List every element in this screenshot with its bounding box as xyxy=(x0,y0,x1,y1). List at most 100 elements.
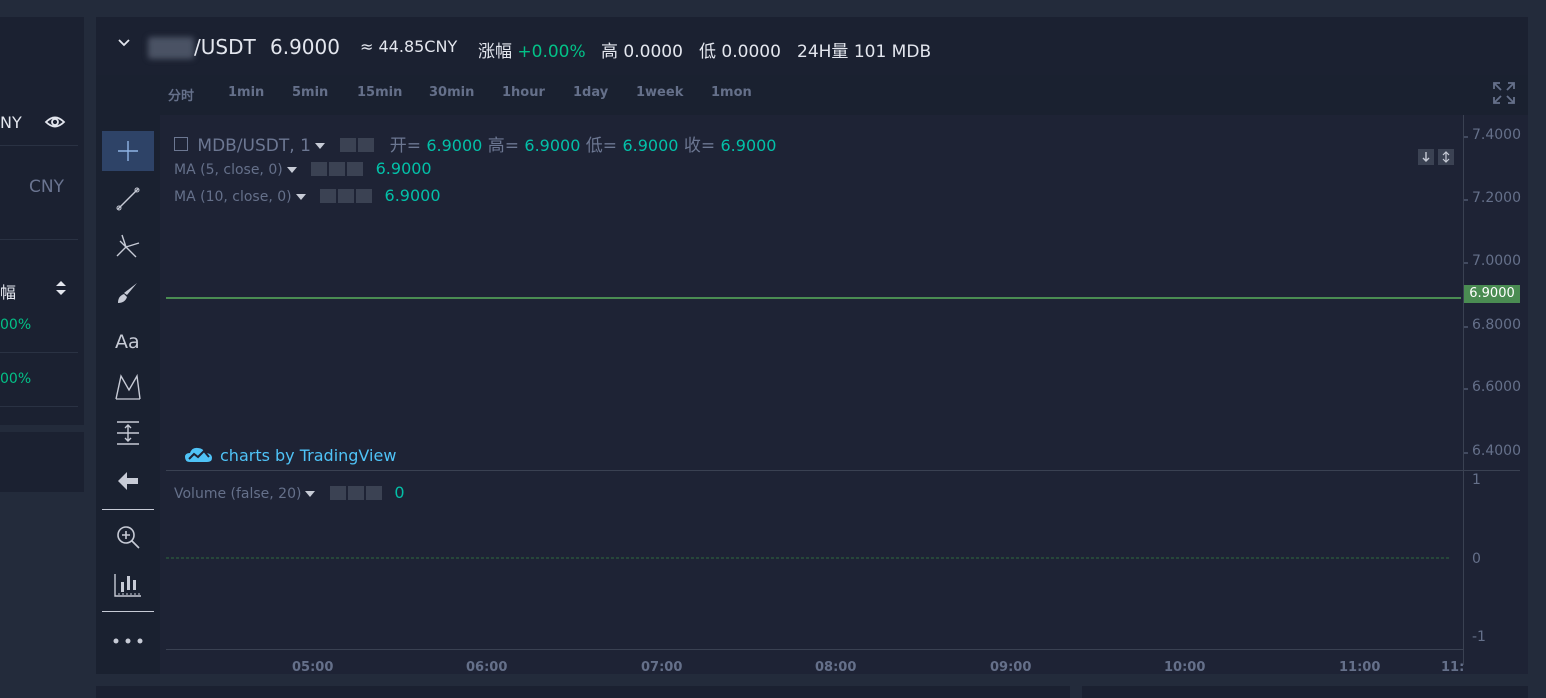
more-icon xyxy=(113,638,143,644)
price-axis-label[interactable]: 7.0000 xyxy=(1472,253,1521,269)
crosshair-tool[interactable] xyxy=(102,131,154,171)
divider xyxy=(0,406,78,407)
volume-value: 101 MDB xyxy=(853,42,932,62)
pitchfork-icon xyxy=(116,234,140,258)
volume-label: Volume (false, 20) xyxy=(174,486,302,502)
volume-axis-label[interactable]: 1 xyxy=(1472,472,1481,488)
visibility-icon[interactable] xyxy=(320,189,337,203)
timeframe-tab[interactable]: 1mon xyxy=(711,85,752,100)
time-axis-label[interactable]: 10:00 xyxy=(1164,660,1206,675)
eye-icon[interactable] xyxy=(44,113,66,131)
sort-label[interactable]: 幅 xyxy=(0,283,17,302)
close-value: 6.9000 xyxy=(720,136,777,155)
timeframe-toolbar: 分时 1min 5min 15min 30min 1hour 1day 1wee… xyxy=(96,75,1528,115)
settings-icon[interactable] xyxy=(358,138,375,152)
caret-down-icon[interactable] xyxy=(305,491,316,497)
tradingview-branding[interactable]: charts by TradingView xyxy=(184,445,396,465)
more-tools-button[interactable] xyxy=(102,621,154,661)
time-axis-label[interactable]: 08:00 xyxy=(815,660,857,675)
pitchfork-tool[interactable] xyxy=(102,225,154,265)
ma5-label: MA (5, close, 0) xyxy=(174,162,283,178)
brush-tool[interactable] xyxy=(102,273,154,313)
arrow-left-icon xyxy=(118,472,138,490)
price-axis-label[interactable]: 6.6000 xyxy=(1472,379,1521,395)
close-label: 收= xyxy=(683,136,716,156)
price-axis-label[interactable]: 7.2000 xyxy=(1472,190,1521,206)
pattern-tool[interactable] xyxy=(102,367,154,407)
timeframe-tab[interactable]: 30min xyxy=(429,85,475,100)
chevron-down-icon[interactable] xyxy=(116,35,132,51)
timeframe-tab[interactable]: 1day xyxy=(573,85,609,100)
list-item-change[interactable]: 00% xyxy=(0,371,32,387)
timeframe-tab[interactable]: 分时 xyxy=(168,89,195,104)
time-axis-label[interactable]: 11:00 xyxy=(1339,660,1381,675)
settings-icon[interactable] xyxy=(338,189,355,203)
change-value: +0.00% xyxy=(517,42,586,62)
list-item-change[interactable]: 00% xyxy=(0,317,32,333)
bottom-panel xyxy=(96,686,1070,698)
measure-tool[interactable] xyxy=(102,413,154,453)
indicator-tool[interactable] xyxy=(102,565,154,605)
currency-label[interactable]: CNY xyxy=(29,177,64,197)
volume-axis-label[interactable]: -1 xyxy=(1472,629,1486,645)
visibility-icon[interactable] xyxy=(311,162,328,176)
currency-suffix: NY xyxy=(0,113,22,132)
price-axis-label[interactable]: 6.8000 xyxy=(1472,317,1521,333)
volume-value: 0 xyxy=(394,483,405,502)
timeframe-tab[interactable]: 1hour xyxy=(502,85,545,100)
visibility-icon[interactable] xyxy=(329,486,346,500)
divider xyxy=(0,352,78,353)
high-stat: 高 0.0000 xyxy=(601,37,683,62)
tradingview-logo-icon xyxy=(185,447,212,462)
sort-icon[interactable] xyxy=(55,279,67,297)
close-icon[interactable] xyxy=(356,189,373,203)
ma10-legend: MA (10, close, 0) 6.9000 xyxy=(174,186,441,205)
pattern-icon xyxy=(115,373,141,400)
open-label: 开= xyxy=(389,136,421,156)
drawing-toolbar: Aa xyxy=(96,115,160,674)
fullscreen-icon[interactable] xyxy=(1492,81,1516,105)
timeframe-tab[interactable]: 1week xyxy=(636,85,684,100)
zoom-tool[interactable] xyxy=(102,517,154,557)
time-axis-label[interactable]: 07:00 xyxy=(641,660,683,675)
symbol-label: MDB/USDT, 1 xyxy=(197,136,311,156)
settings-icon[interactable] xyxy=(329,162,346,176)
caret-down-icon[interactable] xyxy=(295,194,306,200)
text-icon: Aa xyxy=(115,331,140,353)
time-axis-label[interactable]: 06:00 xyxy=(466,660,508,675)
main-series-legend: MDB/USDT, 1 开= 6.9000 高= 6.9000 低= 6.900… xyxy=(174,131,776,156)
timeframe-tab[interactable]: 15min xyxy=(357,85,403,100)
visibility-icon[interactable] xyxy=(340,138,357,152)
text-tool[interactable]: Aa xyxy=(102,321,154,361)
brush-icon xyxy=(118,283,137,303)
timeframe-tab[interactable]: 1min xyxy=(228,85,265,100)
timeframe-tab[interactable]: 5min xyxy=(292,85,329,100)
time-axis-label[interactable]: 11: xyxy=(1441,660,1465,675)
close-icon[interactable] xyxy=(347,162,364,176)
price-axis-label[interactable]: 7.4000 xyxy=(1472,127,1521,143)
ma5-legend: MA (5, close, 0) 6.9000 xyxy=(174,159,432,178)
caret-down-icon[interactable] xyxy=(286,167,297,173)
redacted-symbol xyxy=(148,37,194,59)
left-subpanel xyxy=(0,432,84,492)
plot-area[interactable]: MDB/USDT, 1 开= 6.9000 高= 6.9000 低= 6.900… xyxy=(166,115,1528,675)
low-label: 低= xyxy=(585,136,618,156)
settings-icon[interactable] xyxy=(347,486,364,500)
pair-name: /USDT xyxy=(194,35,256,59)
pane-separator[interactable] xyxy=(166,470,1520,471)
time-axis-label[interactable]: 09:00 xyxy=(990,660,1032,675)
trend-line-tool[interactable] xyxy=(102,179,154,219)
caret-down-icon[interactable] xyxy=(314,143,325,149)
back-tool[interactable] xyxy=(102,461,154,501)
price-plot xyxy=(166,136,1468,559)
close-icon[interactable] xyxy=(365,486,382,500)
scale-buttons[interactable] xyxy=(1418,149,1456,165)
collapse-icon[interactable] xyxy=(174,137,188,151)
volume-label: 24H量 xyxy=(797,42,849,62)
volume-stat: 24H量 101 MDB xyxy=(797,37,931,62)
time-axis-label[interactable]: 05:00 xyxy=(292,660,334,675)
zoom-in-icon xyxy=(117,526,140,549)
volume-axis-label[interactable]: 0 xyxy=(1472,551,1481,567)
price-axis-label[interactable]: 6.4000 xyxy=(1472,443,1521,459)
low-value: 6.9000 xyxy=(622,136,679,155)
